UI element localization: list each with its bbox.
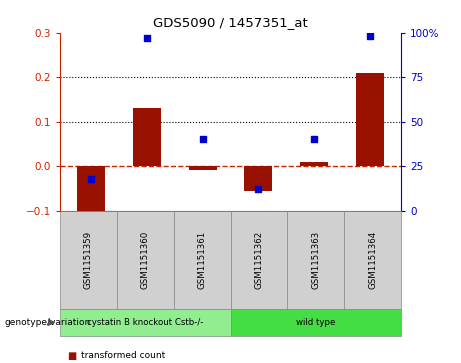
Text: GSM1151359: GSM1151359 (84, 231, 93, 289)
Point (366, 33, 374, 39)
Bar (133, 108, 160, 166)
Text: GSM1151360: GSM1151360 (141, 231, 150, 289)
Bar (189, 166, 217, 170)
Bar (301, 162, 328, 166)
Point (199, 136, 206, 142)
Point (143, 35, 150, 41)
Bar (356, 73, 384, 166)
Text: ■: ■ (67, 351, 76, 361)
Text: transformed count: transformed count (81, 351, 165, 360)
Bar (244, 166, 272, 191)
Title: GDS5090 / 1457351_at: GDS5090 / 1457351_at (153, 16, 308, 29)
Text: GSM1151364: GSM1151364 (368, 231, 377, 289)
Text: genotype/variation: genotype/variation (5, 318, 91, 327)
Text: cystatin B knockout Cstb-/-: cystatin B knockout Cstb-/- (87, 318, 203, 327)
Text: GSM1151361: GSM1151361 (198, 231, 207, 289)
Text: GSM1151363: GSM1151363 (311, 231, 320, 289)
Point (87, 176, 95, 182)
Text: wild type: wild type (296, 318, 336, 327)
Text: ▶: ▶ (48, 317, 55, 327)
Point (311, 136, 318, 142)
Point (255, 186, 262, 192)
Text: GSM1151362: GSM1151362 (254, 231, 263, 289)
Bar (77, 166, 105, 217)
